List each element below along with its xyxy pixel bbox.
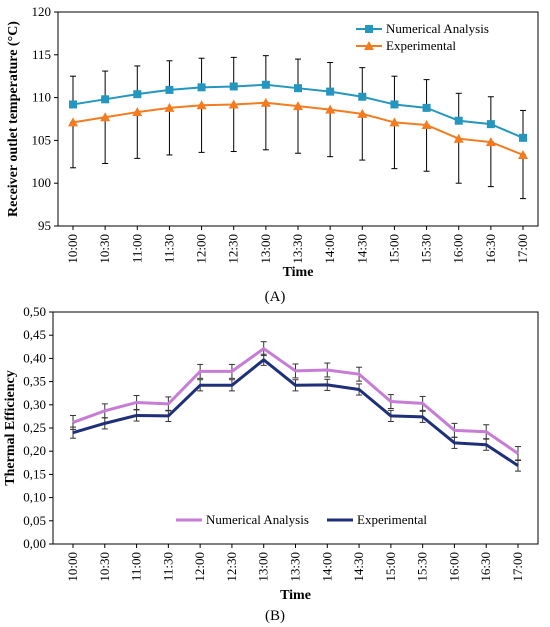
x-tick-label: 11:30 [160,552,175,581]
series-numerical-analysis [70,341,521,461]
y-axis-label: Thermal Efficiency [3,370,18,485]
x-tick-label: 12:00 [192,552,207,582]
x-tick-label: 15:00 [386,234,401,264]
x-tick-label: 17:00 [510,552,525,582]
y-tick-label: 100 [32,175,52,190]
y-tick-label: 0,10 [23,490,46,505]
panel-label: (A) [265,289,286,305]
y-tick-label: 0,15 [23,466,46,481]
data-point [101,95,110,104]
x-tick-label: 14:00 [322,234,337,264]
data-point [132,107,143,117]
series-experimental [70,353,521,472]
x-tick-label: 11:00 [129,234,144,263]
data-point [100,112,111,122]
y-tick-label: 115 [32,47,51,62]
x-tick-label: 13:00 [258,234,273,264]
x-tick-label: 13:30 [288,552,303,582]
legend-marker [364,41,374,50]
data-point [454,116,463,125]
x-tick-label: 13:30 [290,234,305,264]
legend-label: Experimental [357,512,427,527]
y-tick-label: 0,00 [23,536,46,551]
x-tick-label: 10:00 [65,552,80,582]
data-point [197,83,206,92]
y-tick-label: 0,35 [23,374,46,389]
legend-label: Numerical Analysis [386,21,489,36]
x-tick-label: 15:30 [419,234,434,264]
x-tick-label: 10:00 [65,234,80,264]
data-point [358,92,367,101]
x-tick-label: 12:00 [194,234,209,264]
legend: Numerical Analysis Experimental [176,512,427,527]
x-tick-label: 16:00 [451,234,466,264]
data-point [261,80,270,89]
x-tick-label: 12:30 [224,552,239,582]
legend-label: Numerical Analysis [206,512,309,527]
x-axis-label: Time [283,265,314,280]
x-tick-label: 16:00 [446,552,461,582]
x-tick-label: 15:30 [415,552,430,582]
x-tick-label: 16:30 [483,234,498,264]
x-tick-label: 14:00 [319,552,334,582]
data-point [486,120,495,129]
legend-marker [365,25,373,33]
x-tick-label: 10:30 [97,234,112,264]
data-point [519,133,527,142]
legend-label: Experimental [386,38,456,53]
chart-b: 0,00 0,05 0,10 0,15 0,20 0,25 0,30 0,35 0,40 0,45… [3,304,539,624]
y-axis-label: Receiver outlet temperature (°C) [6,21,21,217]
x-tick-label: 14:30 [354,234,369,264]
x-tick-label: 13:00 [256,552,271,582]
x-tick-label: 10:30 [97,552,112,582]
panel-label: (B) [265,608,285,624]
data-point [260,97,271,107]
data-point [196,100,207,110]
y-tick-label: 0,40 [23,350,46,365]
x-tick-label: 11:00 [129,552,144,581]
x-tick-label: 14:30 [351,552,366,582]
plot-area [52,311,539,545]
y-tick-label: 0,25 [23,420,46,435]
data-point [68,117,78,127]
data-point [422,103,431,112]
series-experimental [68,97,528,200]
x-axis-label: Time [280,588,311,603]
x-tick-label: 11:30 [161,234,176,263]
data-point [325,104,336,114]
data-point [229,82,238,91]
y-tick-label: 0,45 [23,327,46,342]
series-numerical-analysis [69,55,527,142]
data-point [165,85,174,94]
data-point [390,100,399,109]
data-point [453,133,464,143]
data-point [293,101,303,111]
data-point [228,99,239,109]
legend: Numerical Analysis Experimental [356,21,489,53]
x-tick-label: 17:00 [515,234,530,264]
y-tick-label: 0,20 [23,443,46,458]
data-point [164,102,175,112]
data-point [133,90,142,99]
y-tick-label: 120 [32,4,52,19]
y-tick-label: 0,05 [23,513,46,528]
data-point [357,108,368,118]
data-point [485,137,496,147]
data-point [421,119,432,129]
data-point [69,100,77,109]
x-tick-label: 15:00 [383,552,398,582]
x-tick-label: 16:30 [478,552,493,582]
x-tick-label: 12:30 [226,234,241,264]
y-tick-label: 0,30 [23,397,46,412]
data-point [326,87,335,96]
y-tick-label: 105 [32,132,52,147]
y-tick-label: 0,50 [23,304,46,319]
y-tick-label: 95 [38,218,51,233]
chart-a: 95 100 105 110 115 120 10:00 10:30 11:00 11:30 12:… [6,4,539,305]
data-point [518,149,528,159]
data-point [294,84,302,93]
y-tick-label: 110 [32,90,51,105]
data-point [389,117,400,127]
